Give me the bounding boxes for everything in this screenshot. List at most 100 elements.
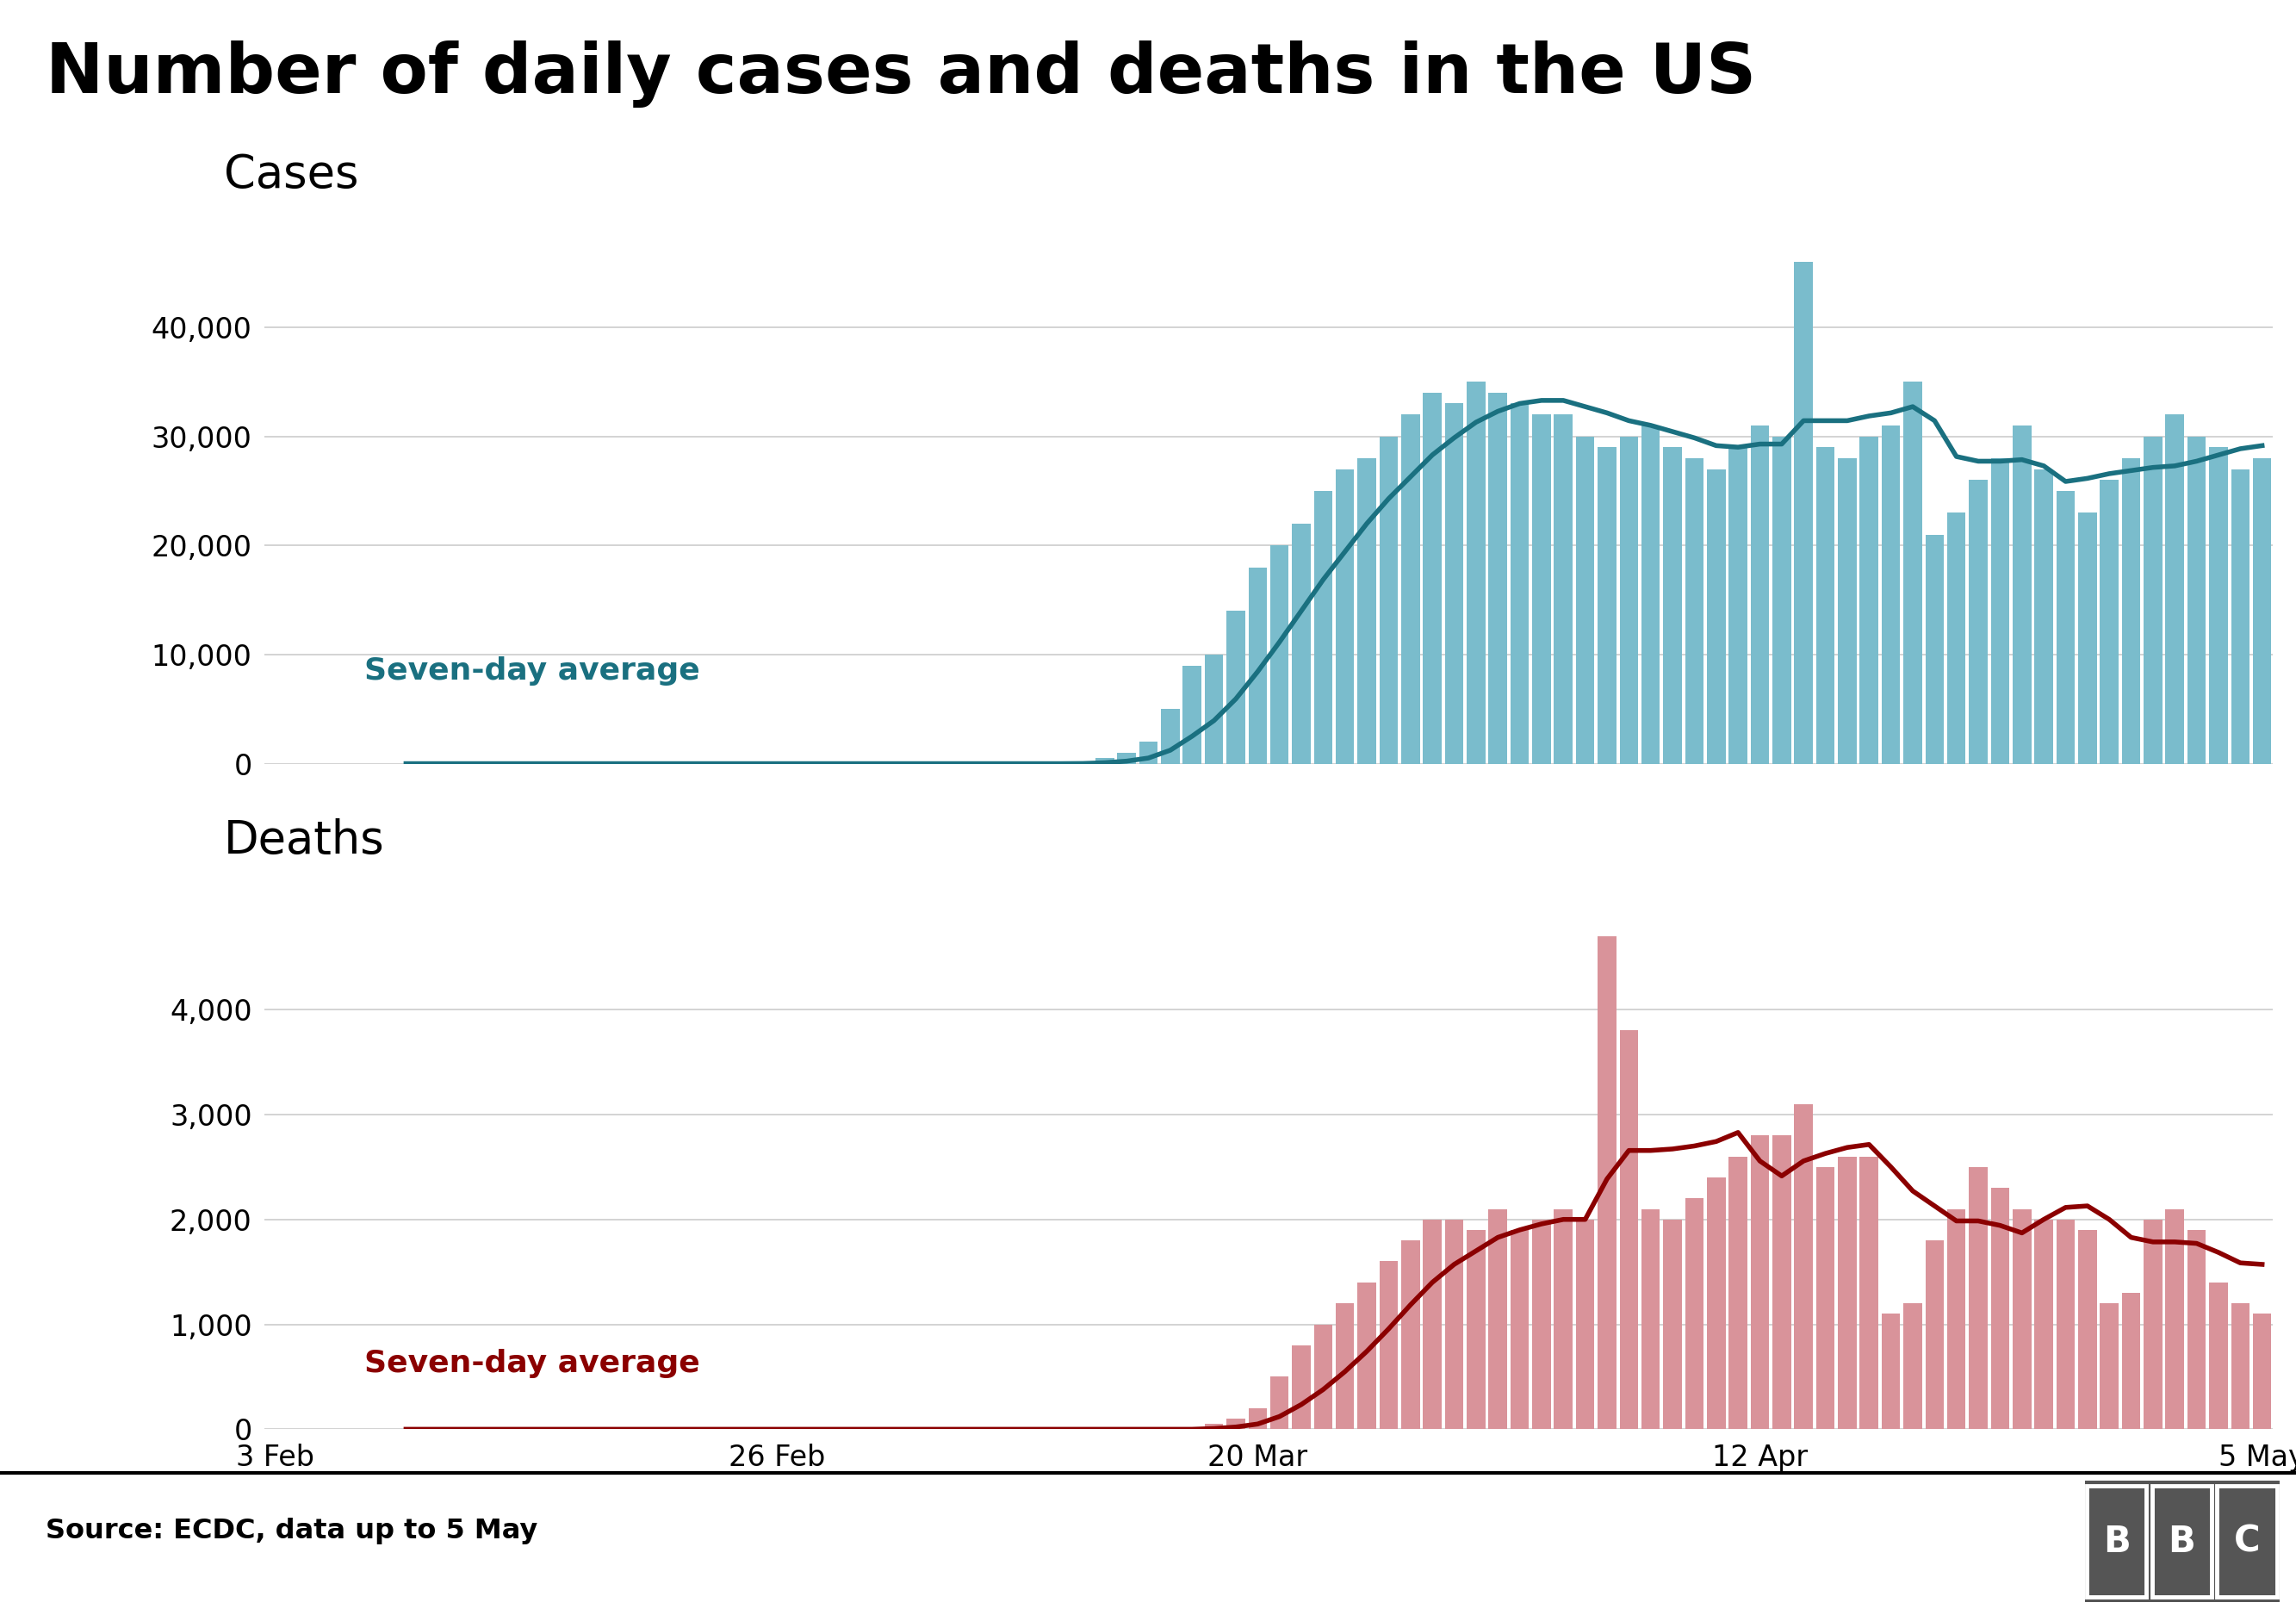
Text: Deaths: Deaths [225, 819, 386, 862]
Bar [1860, 436, 1878, 764]
Bar [1926, 535, 1945, 764]
Bar [1773, 436, 1791, 764]
Bar [1837, 1156, 1857, 1429]
Bar [1991, 1189, 2009, 1429]
Bar [1357, 1282, 1375, 1429]
Bar [2034, 468, 2053, 764]
Text: Seven-day average: Seven-day average [365, 1349, 700, 1379]
Bar [1883, 425, 1901, 764]
Bar [1205, 654, 1224, 764]
Bar [1947, 1210, 1965, 1429]
Bar [2209, 447, 2227, 764]
Bar [1729, 447, 1747, 764]
Bar [1444, 404, 1463, 764]
Bar [1837, 459, 1857, 764]
Bar [1642, 425, 1660, 764]
Bar [1554, 415, 1573, 764]
Bar [1554, 1210, 1573, 1429]
Bar [1883, 1315, 1901, 1429]
Bar [1750, 1135, 1770, 1429]
Bar [1205, 1424, 1224, 1429]
Bar [1662, 447, 1681, 764]
Bar [1531, 415, 1550, 764]
Bar [1619, 436, 1637, 764]
Bar [1970, 480, 1988, 764]
Bar [1947, 512, 1965, 764]
Bar [1313, 1324, 1332, 1429]
Bar [2057, 1219, 2076, 1429]
Bar [2078, 512, 2096, 764]
Bar [2057, 491, 2076, 764]
Bar [2122, 459, 2140, 764]
Bar [2034, 1219, 2053, 1429]
Text: B: B [2103, 1523, 2131, 1560]
Bar [1226, 610, 1244, 764]
Text: C: C [2234, 1523, 2259, 1560]
Bar [1970, 1168, 1988, 1429]
Text: Source: ECDC, data up to 5 May: Source: ECDC, data up to 5 May [46, 1518, 537, 1544]
Bar [1511, 404, 1529, 764]
Bar [1182, 665, 1201, 764]
Bar [1598, 937, 1616, 1429]
Bar [2144, 1219, 2163, 1429]
Bar [1095, 757, 1114, 764]
Bar [1903, 381, 1922, 764]
Bar [1619, 1030, 1637, 1429]
Bar [1511, 1231, 1529, 1429]
Bar [1444, 1219, 1463, 1429]
Bar [1270, 1378, 1288, 1429]
Bar [1729, 1156, 1747, 1429]
Bar [1357, 459, 1375, 764]
Bar [1793, 262, 1814, 764]
Bar [1467, 1231, 1486, 1429]
Bar [1598, 447, 1616, 764]
Bar [1816, 447, 1835, 764]
Bar [1249, 1408, 1267, 1429]
Bar [2165, 415, 2183, 764]
Bar [1270, 546, 1288, 764]
Bar [1226, 1420, 1244, 1429]
Bar [2144, 436, 2163, 764]
Bar [1139, 741, 1157, 764]
Bar [1336, 1303, 1355, 1429]
Text: B: B [2167, 1523, 2195, 1560]
Bar [2151, 1486, 2211, 1597]
Bar [1313, 491, 1332, 764]
Bar [2188, 436, 2206, 764]
Bar [2078, 1231, 2096, 1429]
Bar [1249, 567, 1267, 764]
Bar [1488, 1210, 1506, 1429]
Bar [1685, 459, 1704, 764]
Bar [1860, 1156, 1878, 1429]
Bar [2165, 1210, 2183, 1429]
Bar [1467, 381, 1486, 764]
Bar [1706, 468, 1727, 764]
Bar [2188, 1231, 2206, 1429]
Bar [1336, 468, 1355, 764]
Bar [1773, 1135, 1791, 1429]
Bar [1293, 523, 1311, 764]
Bar [2014, 1210, 2032, 1429]
Text: Seven-day average: Seven-day average [365, 656, 700, 685]
Bar [1424, 392, 1442, 764]
Bar [1424, 1219, 1442, 1429]
Bar [2252, 459, 2271, 764]
Bar [1793, 1105, 1814, 1429]
Bar [1380, 1261, 1398, 1429]
Bar [1380, 436, 1398, 764]
Bar [1162, 709, 1180, 764]
Bar [1926, 1240, 1945, 1429]
Bar [2232, 468, 2250, 764]
Text: Number of daily cases and deaths in the US: Number of daily cases and deaths in the … [46, 40, 1756, 108]
Bar [1662, 1219, 1681, 1429]
Bar [1575, 1219, 1593, 1429]
Bar [2252, 1315, 2271, 1429]
Bar [1488, 392, 1506, 764]
Bar [1575, 436, 1593, 764]
Bar [2101, 1303, 2119, 1429]
Bar [1991, 459, 2009, 764]
Bar [1531, 1219, 1550, 1429]
Bar [2122, 1294, 2140, 1429]
Bar [1293, 1345, 1311, 1429]
Bar [1816, 1168, 1835, 1429]
